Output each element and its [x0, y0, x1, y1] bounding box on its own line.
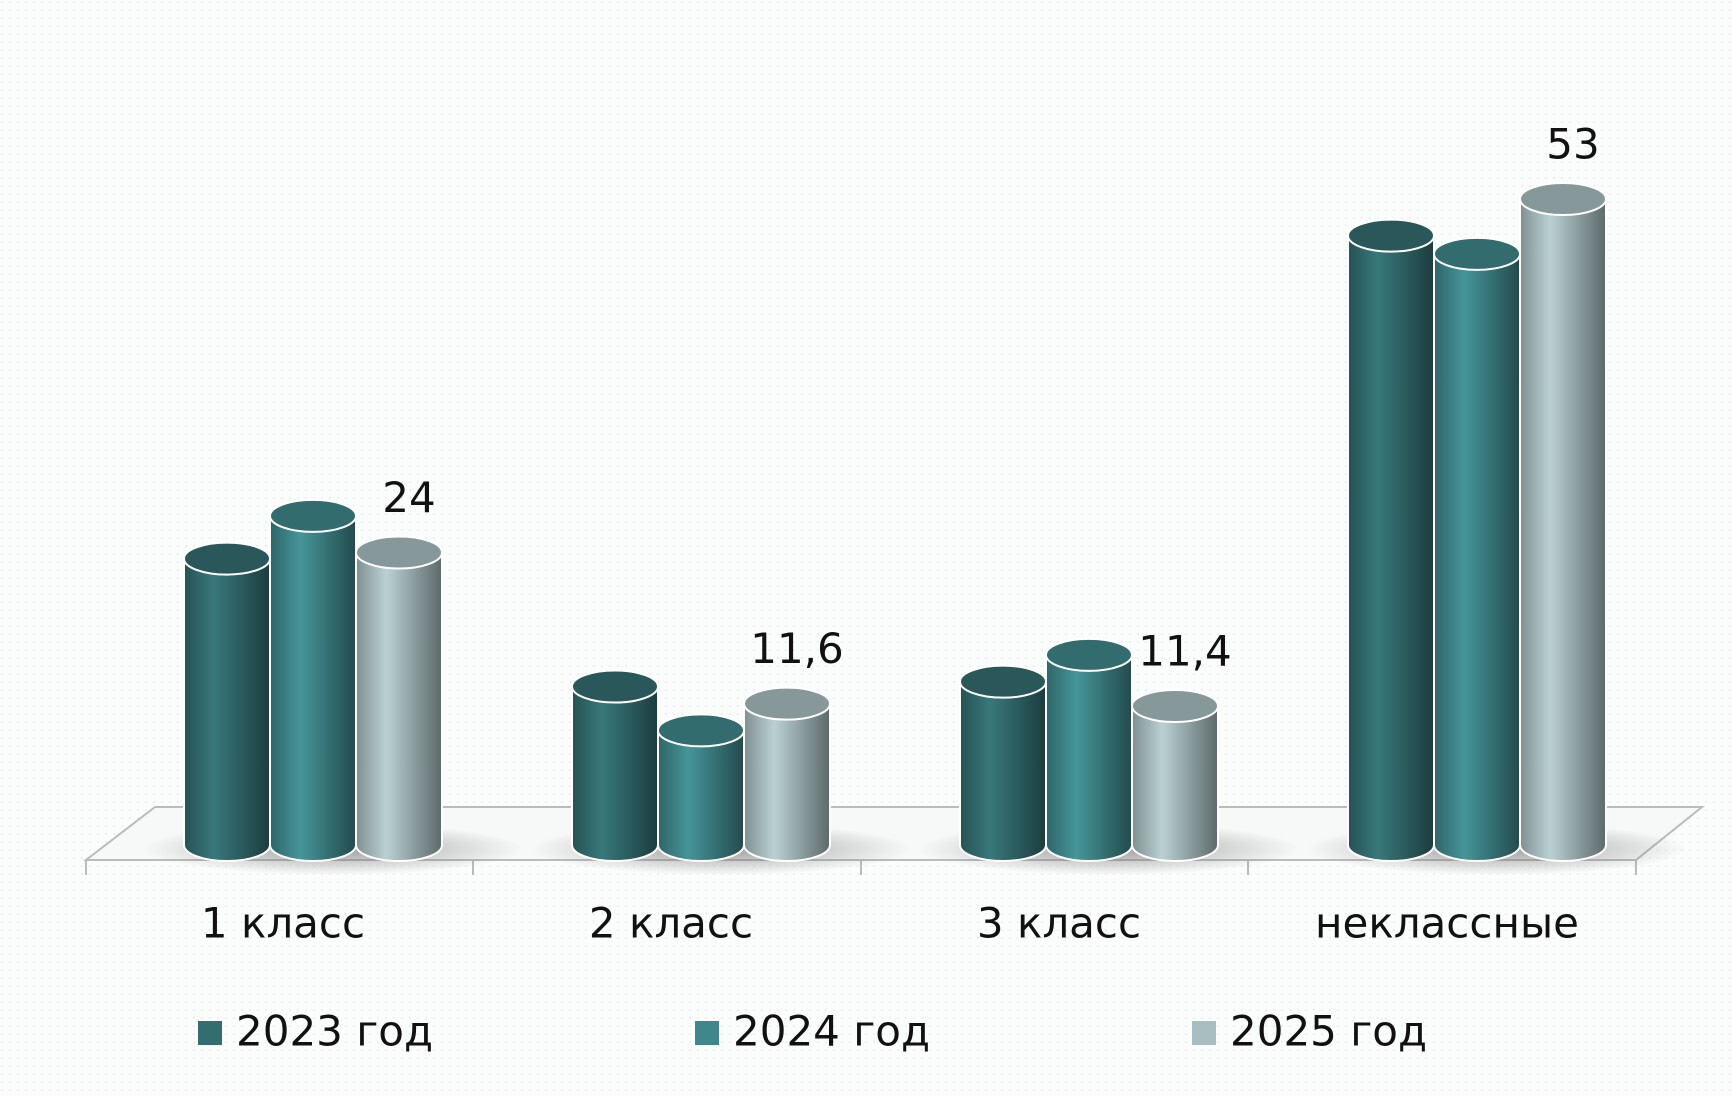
bar	[1131, 705, 1219, 862]
bar	[1519, 198, 1607, 862]
bar	[355, 551, 443, 862]
data-label: 11,6	[750, 624, 844, 673]
bar	[1347, 234, 1435, 862]
bar-top	[1347, 218, 1435, 253]
bar	[657, 729, 745, 862]
plot: 1 класс 2 класс 3 класс неклассные 24 11,6 11,…	[143, 120, 1687, 948]
data-label: 11,4	[1138, 627, 1232, 676]
x-tick-label: 1 класс	[201, 899, 365, 948]
bar-top	[269, 498, 357, 533]
bar-top	[355, 535, 443, 570]
legend-label: 2025 год	[1230, 1007, 1427, 1056]
bar	[743, 702, 831, 862]
bar-top	[183, 541, 271, 576]
legend-swatch	[198, 1021, 222, 1045]
legend-label: 2023 год	[236, 1007, 433, 1056]
bar	[269, 514, 357, 862]
bar-top	[657, 713, 745, 748]
bar-top	[1045, 637, 1133, 672]
x-tick-label: 2 класс	[589, 899, 753, 948]
bar	[183, 557, 271, 862]
bar-top	[571, 669, 659, 704]
bar-top	[1519, 182, 1607, 216]
bar-top	[959, 664, 1047, 699]
data-label: 53	[1546, 120, 1599, 169]
bar	[571, 685, 659, 862]
bar-top	[743, 686, 831, 721]
bar	[1045, 653, 1133, 862]
bar	[959, 680, 1047, 862]
bar-top	[1131, 689, 1219, 724]
x-tick-label: неклассные	[1315, 899, 1579, 948]
legend-swatch	[695, 1021, 719, 1045]
legend-swatch	[1192, 1021, 1216, 1045]
bar-top	[1433, 236, 1521, 271]
bar	[1433, 252, 1521, 862]
legend-label: 2024 год	[733, 1007, 930, 1056]
data-label: 24	[382, 473, 435, 522]
x-tick-label: 3 класс	[977, 899, 1141, 948]
